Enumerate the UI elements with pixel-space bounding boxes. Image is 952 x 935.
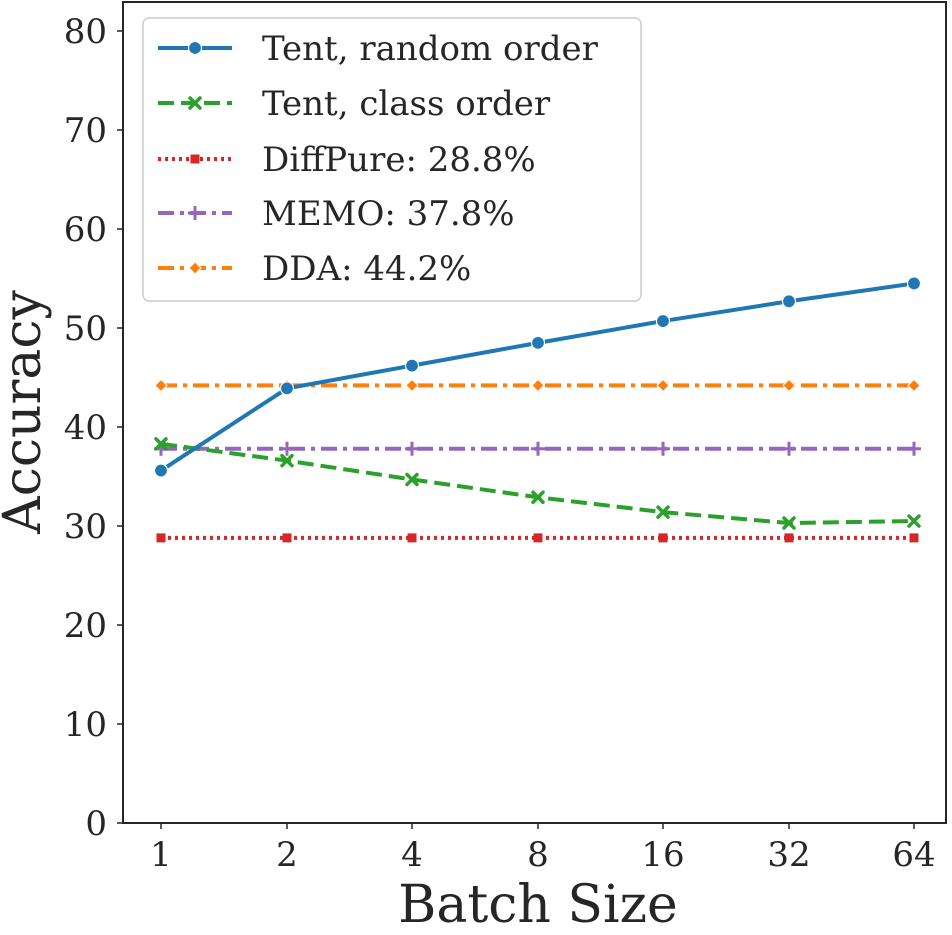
data-point-tent-random-order	[404, 358, 420, 373]
legend-marker	[190, 154, 200, 164]
legend-label: Tent, random order	[262, 29, 599, 69]
x-axis-title: Batch Size	[398, 875, 678, 935]
data-point-tent-random-order	[906, 276, 922, 291]
series-tent-random-order	[153, 276, 922, 478]
y-tick-label: 80	[64, 12, 107, 52]
data-point-dda-44-2	[531, 378, 545, 393]
legend-entry-tent-class-order: Tent, class order	[158, 84, 551, 124]
y-tick-label: 10	[64, 705, 107, 745]
data-point-memo-37-8	[280, 441, 294, 456]
data-point-tent-random-order	[781, 294, 797, 309]
data-point-diffpure-28-8	[784, 533, 794, 543]
x-tick-label: 16	[641, 835, 684, 875]
legend-entry-tent-random-order: Tent, random order	[158, 29, 599, 69]
data-point-tent-random-order	[153, 463, 169, 478]
plot-frame	[122, 1, 947, 824]
y-tick-label: 60	[64, 210, 107, 250]
data-point-tent-class-order	[782, 516, 796, 530]
y-tick-label: 20	[64, 606, 107, 646]
y-axis-title: Accuracy	[0, 290, 53, 535]
data-point-tent-random-order	[279, 381, 295, 396]
legend-box	[142, 17, 642, 302]
legend-label: MEMO: 37.8%	[262, 194, 515, 234]
x-axis-ticks: 1 2 4 8 16 32 64	[150, 823, 936, 875]
y-tick-label: 30	[64, 507, 107, 547]
data-point-dda-44-2	[154, 378, 168, 393]
legend-marker	[188, 261, 202, 275]
y-tick-label: 0	[85, 804, 107, 844]
data-point-diffpure-28-8	[909, 533, 919, 543]
legend-marker	[188, 206, 202, 220]
legend-entry-memo-37-8: MEMO: 37.8%	[158, 194, 515, 234]
legend: Tent, random order Tent, class order DiffP…	[142, 17, 642, 302]
data-point-tent-class-order	[405, 472, 419, 487]
x-tick-label: 2	[276, 835, 298, 875]
plot-area	[153, 276, 922, 543]
data-point-memo-37-8	[782, 441, 796, 456]
legend-marker	[188, 96, 202, 110]
legend-label: DiffPure: 28.8%	[262, 140, 536, 180]
data-point-tent-class-order	[907, 514, 921, 528]
data-point-dda-44-2	[405, 378, 419, 393]
data-point-tent-class-order	[280, 453, 294, 468]
legend-label: DDA: 44.2%	[262, 249, 471, 289]
x-tick-label: 1	[150, 835, 172, 875]
data-point-tent-class-order	[656, 505, 670, 519]
x-tick-label: 4	[401, 835, 423, 875]
data-point-dda-44-2	[782, 378, 796, 393]
data-point-memo-37-8	[531, 441, 545, 456]
y-axis-ticks: 0 10 20 30 40 50 60 70 80	[64, 12, 123, 844]
series-dda-44-2	[154, 378, 921, 393]
data-point-tent-class-order	[154, 437, 168, 451]
series-tent-class-order	[154, 437, 921, 530]
legend-marker	[187, 40, 203, 56]
series-memo-37-8	[154, 441, 921, 456]
legend-label: Tent, class order	[262, 84, 551, 124]
data-point-dda-44-2	[656, 378, 670, 393]
x-tick-label: 8	[527, 835, 549, 875]
x-tick-label: 32	[767, 835, 810, 875]
data-point-tent-class-order	[531, 490, 545, 505]
data-point-diffpure-28-8	[658, 533, 668, 543]
legend-entry-diffpure-28-8: DiffPure: 28.8%	[158, 140, 536, 180]
data-point-dda-44-2	[907, 378, 921, 393]
data-point-tent-random-order	[655, 313, 671, 329]
data-point-memo-37-8	[405, 441, 419, 456]
y-tick-label: 40	[64, 408, 107, 448]
data-point-diffpure-28-8	[407, 533, 417, 543]
y-tick-label: 70	[64, 111, 107, 151]
y-tick-label: 50	[64, 309, 107, 349]
series-diffpure-28-8	[156, 533, 919, 543]
data-point-diffpure-28-8	[533, 533, 543, 543]
data-point-tent-random-order	[530, 335, 546, 350]
data-point-memo-37-8	[907, 441, 921, 456]
data-point-diffpure-28-8	[282, 533, 292, 543]
legend-entry-dda-44-2: DDA: 44.2%	[158, 249, 471, 289]
x-tick-label: 64	[892, 835, 935, 875]
data-point-diffpure-28-8	[156, 533, 166, 543]
data-point-memo-37-8	[656, 441, 670, 456]
